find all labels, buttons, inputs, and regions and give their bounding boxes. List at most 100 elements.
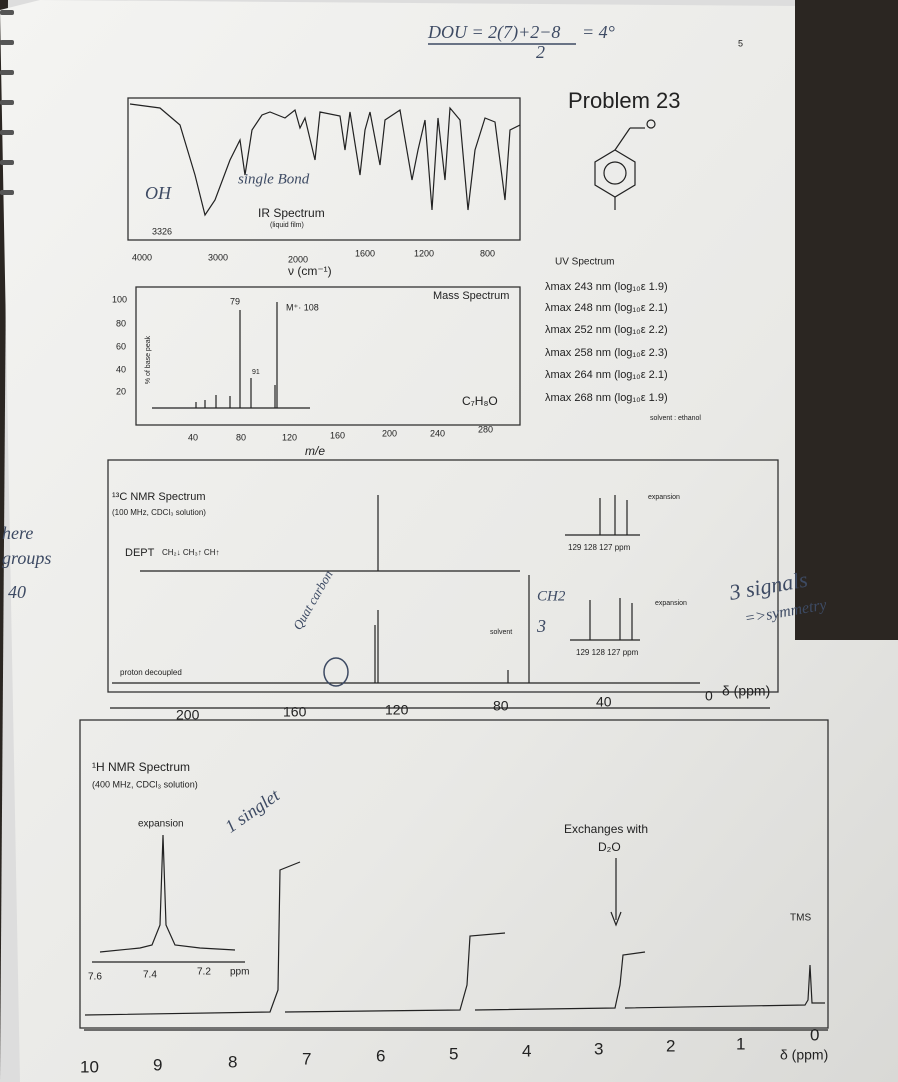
note-oh: OH xyxy=(145,183,172,203)
uv-solvent: solvent : ethanol xyxy=(650,415,701,422)
ir-tick: 2000 xyxy=(288,254,308,264)
c13-tick: 160 xyxy=(283,704,307,720)
h1-expansion: expansion xyxy=(138,819,184,830)
ir-tick: 4000 xyxy=(132,252,152,262)
c13-tick: 200 xyxy=(176,707,200,723)
mass-ytick: 80 xyxy=(116,318,126,328)
c13-label: ¹³C NMR Spectrum xyxy=(112,491,206,503)
c13-decoupled: proton decoupled xyxy=(120,668,182,677)
mass-xtick: 160 xyxy=(330,430,345,440)
h1-tick: 7 xyxy=(302,1049,311,1068)
page-number: 5 xyxy=(738,38,743,48)
ir-axis-label: ν (cm⁻¹) xyxy=(288,264,332,278)
c13-tick: 120 xyxy=(385,702,409,718)
mass-ytick: 40 xyxy=(116,364,126,374)
h1-tick: 1 xyxy=(736,1034,745,1053)
mass-peak-label: 91 xyxy=(252,369,260,376)
note-circle xyxy=(323,657,349,687)
dou-result: = 4° xyxy=(582,22,615,42)
uv-line: λmax 258 nm (log₁₀ε 2.3) xyxy=(545,347,668,359)
h1-tick: 2 xyxy=(666,1036,675,1055)
ir-tick: 1200 xyxy=(414,248,434,258)
uv-line: λmax 264 nm (log₁₀ε 2.1) xyxy=(545,369,668,381)
h1-xlabel: δ (ppm) xyxy=(780,1047,828,1063)
h1-frame xyxy=(79,719,829,1029)
mass-xtick: 200 xyxy=(382,428,397,438)
h1-exchange: Exchanges with xyxy=(564,822,648,836)
h1-expansion-tick: ppm xyxy=(230,967,249,978)
c13-tick: 80 xyxy=(493,698,509,714)
uv-label: UV Spectrum xyxy=(555,257,614,268)
ir-sublabel: (liquid film) xyxy=(270,222,304,229)
h1-sublabel: (400 MHz, CDCl₃ solution) xyxy=(92,779,198,789)
mass-formula: C₇H₈O xyxy=(462,394,498,408)
ir-tick: 3000 xyxy=(208,252,228,262)
h1-tick: 4 xyxy=(522,1041,531,1060)
c13-sublabel: (100 MHz, CDCl₃ solution) xyxy=(112,508,206,517)
mass-xtick: 240 xyxy=(430,428,445,438)
ir-label: IR Spectrum xyxy=(258,206,325,220)
mass-label: Mass Spectrum xyxy=(433,290,509,302)
mass-ylabel: % of base peak xyxy=(145,335,152,384)
h1-traces xyxy=(84,834,828,1031)
c13-expansion-ticks: 129 128 127 ppm xyxy=(576,648,639,657)
uv-line: λmax 268 nm (log₁₀ε 1.9) xyxy=(545,392,668,404)
h1-tick: 8 xyxy=(228,1052,237,1071)
uv-line: λmax 243 nm (log₁₀ε 1.9) xyxy=(545,281,668,293)
h1-expansion-tick: 7.4 xyxy=(143,970,157,981)
ir-tick: 800 xyxy=(480,248,495,258)
h1-tick: 9 xyxy=(153,1055,162,1074)
c13-expansion-ticks: 129 128 127 ppm xyxy=(568,543,631,552)
c13-tick: 40 xyxy=(596,694,612,710)
mass-peak-label: M⁺· 108 xyxy=(286,302,319,312)
h1-tick: 0 xyxy=(810,1025,819,1044)
dou: DOU = 2(7)+2−8 xyxy=(427,22,560,43)
note-margin: groups xyxy=(2,548,51,568)
c13-traces xyxy=(110,495,770,709)
ir-trace xyxy=(129,103,521,217)
h1-tick: 5 xyxy=(449,1044,458,1063)
h1-tick: 10 xyxy=(80,1057,99,1076)
mass-ytick: 20 xyxy=(116,386,126,396)
dept-key: CH₂↓ CH₃↑ CH↑ xyxy=(162,548,219,557)
c13-expansion: expansion xyxy=(655,600,687,607)
note-single-bond: single Bond xyxy=(238,171,310,187)
mass-frame xyxy=(135,286,521,426)
h1-tms: TMS xyxy=(790,913,811,924)
mass-peak-label: 79 xyxy=(230,296,240,306)
mass-xtick: 120 xyxy=(282,432,297,442)
mass-peaks xyxy=(152,302,310,409)
h1-tick: 3 xyxy=(594,1039,603,1058)
note-margin: 40 xyxy=(8,582,26,602)
h1-label: ¹H NMR Spectrum xyxy=(92,760,190,774)
mass-ytick: 100 xyxy=(112,294,127,304)
mass-xtick: 80 xyxy=(236,432,246,442)
mass-xtick: 40 xyxy=(188,432,198,442)
d2o-arrow xyxy=(610,858,622,927)
h1-expansion-tick: 7.2 xyxy=(197,967,211,978)
h1-d2o: D₂O xyxy=(598,840,621,854)
mass-xlabel: m/e xyxy=(305,444,325,458)
dou-denominator: 2 xyxy=(536,42,545,62)
h1-expansion-tick: 7.6 xyxy=(88,972,102,983)
c13-xlabel: δ (ppm) xyxy=(722,683,770,699)
uv-line: λmax 252 nm (log₁₀ε 2.2) xyxy=(545,324,668,336)
structure xyxy=(594,119,656,210)
c13-tick: 0 xyxy=(705,688,713,704)
h1-tick: 6 xyxy=(376,1046,385,1065)
uv-line: λmax 248 nm (log₁₀ε 2.1) xyxy=(545,302,668,314)
mass-xtick: 280 xyxy=(478,424,493,434)
mass-ytick: 60 xyxy=(116,341,126,351)
title: Problem 23 xyxy=(568,88,681,113)
spiral xyxy=(0,10,14,195)
ir-peak: 3326 xyxy=(152,226,172,236)
c13-solvent: solvent xyxy=(490,629,512,636)
c13-frame xyxy=(107,459,779,693)
note-three: 3 xyxy=(536,616,546,636)
desk xyxy=(795,0,898,640)
ir-frame xyxy=(127,97,521,241)
note-ch2: CH2 xyxy=(537,588,566,604)
c13-expansion: expansion xyxy=(648,494,680,501)
